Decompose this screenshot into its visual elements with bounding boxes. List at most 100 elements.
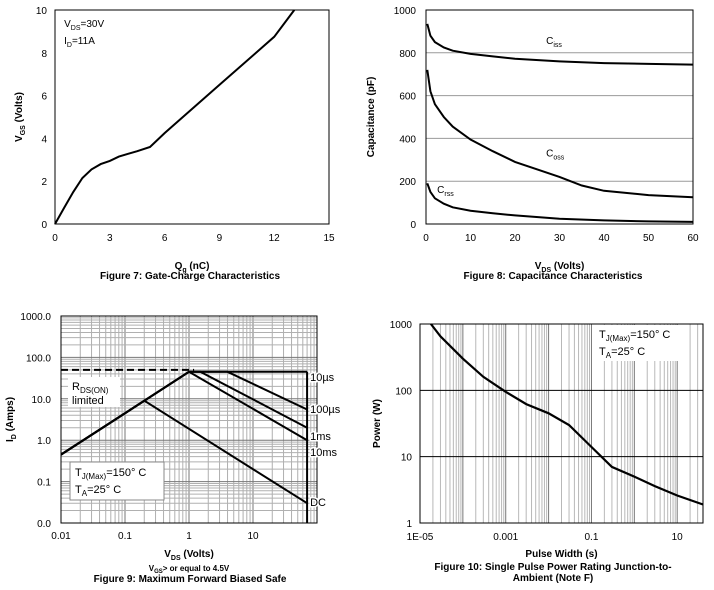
figure-10-tj-label-rest: =150° C <box>630 329 670 341</box>
figure-9-y-axis-label-main: I <box>5 439 16 442</box>
figure-8-series-label-rss-sub: rss <box>444 191 454 198</box>
figure-9-y-tick-label: 0.0 <box>37 519 51 530</box>
figure-8-y-tick-label: 1000 <box>394 6 417 17</box>
figure-9-y-tick-label: 0.1 <box>37 478 51 489</box>
figure-9-series-label-10ms: 10ms <box>310 447 337 459</box>
figure-10-y-tick-label: 1000 <box>390 320 413 331</box>
figure-10-x-tick-label: 10 <box>672 532 684 543</box>
figure-7-y-tick-label: 0 <box>41 220 47 231</box>
figure-7-y-axis-label-sub: GS <box>20 125 27 135</box>
figure-7-x-axis-label-main: Q <box>175 261 183 272</box>
figure-9-rds-box <box>68 377 120 407</box>
figure-8-series-line-rss <box>426 182 694 223</box>
figure-9-ta-label-sub: A <box>82 489 88 498</box>
figure-9-y-axis-label-rest: (Amps) <box>5 397 16 434</box>
figure-10-ta-label-sub: A <box>606 351 612 360</box>
figure-9-temperature-box <box>69 461 165 501</box>
figure-9-caption: Figure 9: Maximum Forward Biased Safe <box>93 574 287 585</box>
figure-8-x-tick-label: 20 <box>509 233 521 244</box>
figure-9-tj-label-sub: J(Max) <box>82 472 107 481</box>
figure-7-annotation: ID=11A <box>64 36 95 49</box>
figure-9-tj-label-rest: =150° C <box>106 467 146 479</box>
figure-9-y-axis-label-sub: D <box>11 434 18 439</box>
figure-9-ta-label-rest: =25° C <box>87 484 121 496</box>
figure-9-temperature-annotation: TJ(Max)=150° C TA=25° C <box>69 461 165 501</box>
figure-10-ta-label-rest: =25° C <box>611 346 645 358</box>
figure-8-y-tick-label: 800 <box>399 49 416 60</box>
figure-7-annotation-sub: D <box>67 42 72 49</box>
figure-8-x-tick-label: 30 <box>554 233 566 244</box>
figure-7-series-line <box>54 9 296 225</box>
figure-8-series-label-oss-sub: oss <box>553 155 564 162</box>
figure-9-x-axis-label-main: V <box>164 549 171 560</box>
figure-7-annotation-rest: =30V <box>81 19 105 30</box>
figure-8-x-tick-label: 10 <box>465 233 477 244</box>
figure-9-rds-annotation: RDS(ON)limited <box>68 377 120 407</box>
figure-10-x-tick-label: 0.001 <box>493 532 518 543</box>
figure-7-annotation-rest: =11A <box>72 36 95 47</box>
figure-10-tj-label: TJ(Max)=150° C <box>599 329 670 343</box>
figure-9-series-label-1ms: 1ms <box>310 431 331 443</box>
figure-10-tj-label-main: T <box>599 329 606 341</box>
figure-7-y-tick-label: 6 <box>41 92 47 103</box>
figure-9-vgs-note-sub: GS <box>154 569 163 575</box>
figure-9-rds-label-sub: DS(ON) <box>80 386 109 395</box>
figure-9-rds-label-line2: limited <box>72 395 104 407</box>
figure-9-y-tick-label: 1000.0 <box>20 312 51 323</box>
figure-7-annotation-main: I <box>64 36 67 47</box>
figure-9-vgs-note-rest: > or equal to 4.5V <box>163 564 230 573</box>
figure-9-series-label-10us: 10µs <box>310 372 335 384</box>
figure-7-plot-frame <box>54 9 330 225</box>
figure-10-y-tick-label: 10 <box>401 453 413 464</box>
figure-7-y-axis-label: VGS (Volts) <box>14 92 27 142</box>
figure-8-x-axis-label-sub: DS <box>541 267 551 274</box>
figure-10-x-tick-label: 1E-05 <box>407 532 434 543</box>
figure-7-x-tick-label: 12 <box>269 233 281 244</box>
figure-9-x-axis-label: VDS (Volts) <box>164 549 214 562</box>
figure-9-rds-label-main: R <box>72 381 80 393</box>
figure-9-x-tick-label: 0.1 <box>118 531 132 542</box>
figure-10-caption: Figure 10: Single Pulse Power Rating Jun… <box>400 562 706 584</box>
figure-8-series-label-iss-main: C <box>546 36 553 47</box>
figure-7-caption: Figure 7: Gate-Charge Characteristics <box>99 271 281 282</box>
figure-9-vgs-note: VGS> or equal to 4.5V <box>149 564 230 575</box>
figure-8-x-axis-label: VDS (Volts) <box>535 261 585 274</box>
figure-10-y-axis-label: Power (W) <box>372 399 383 448</box>
figure-9-plot-frame <box>60 315 318 524</box>
figure-9-x-tick-label: 10 <box>247 531 259 542</box>
figure-7-x-axis-label-sub: g <box>182 267 186 274</box>
figure-10-series-line <box>430 323 704 506</box>
figure-8-series-label-iss-sub: iss <box>553 42 562 49</box>
figure-8-series-line-iss <box>426 23 694 66</box>
figure-8-series-label-iss: Ciss <box>546 36 562 49</box>
figure-7-x-axis-label: Qg (nC) <box>175 261 210 274</box>
figure-8-y-tick-label: 200 <box>399 177 416 188</box>
figure-7-x-tick-label: 3 <box>107 233 113 244</box>
figure-8-y-tick-label: 600 <box>399 92 416 103</box>
figure-9-vgs-note-main: V <box>149 564 155 573</box>
figure-7-annotation: VDS=30V <box>64 19 104 32</box>
figure-9-series-label-100us: 100µs <box>310 404 341 416</box>
figure-10-caption-line2: Ambient (Note F) <box>512 573 594 584</box>
figure-9-y-tick-label: 10.0 <box>32 395 52 406</box>
figure-9-ta-label-main: T <box>75 484 82 496</box>
figure-7-x-tick-label: 9 <box>217 233 223 244</box>
figure-8-series-label-oss: Coss <box>546 149 565 162</box>
figure-8-series-label-rss: Crss <box>437 185 454 198</box>
figure-7-annotation-sub: DS <box>71 25 81 32</box>
figure-8-x-tick-label: 40 <box>598 233 610 244</box>
figure-10-x-tick-label: 0.1 <box>585 532 599 543</box>
figure-9-rds-label: RDS(ON) <box>72 381 109 395</box>
figure-8-x-tick-label: 50 <box>643 233 655 244</box>
figure-10-y-tick-label: 1 <box>406 519 412 530</box>
figure-10-x-axis-label: Pulse Width (s) <box>525 549 597 560</box>
figure-7-annotation-main: V <box>64 19 71 30</box>
figure-10-tj-label-sub: J(Max) <box>606 334 631 343</box>
figure-9-y-tick-label: 1.0 <box>37 436 51 447</box>
figure-7-y-axis-label-rest: (Volts) <box>14 92 25 125</box>
figure-9-tj-label: TJ(Max)=150° C <box>75 467 146 481</box>
figure-10-chart: 1E-05 0.001 0.1 10 1000 100 10 1 Pulse Width (s)… <box>372 320 704 560</box>
